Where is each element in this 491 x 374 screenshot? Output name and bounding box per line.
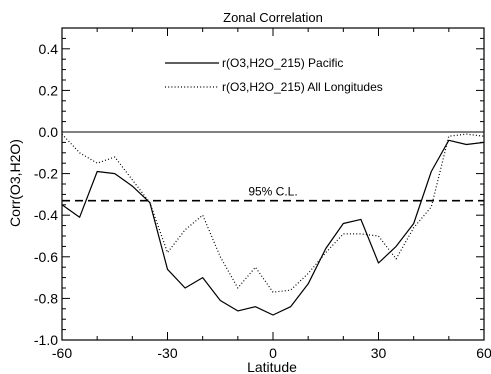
y-tick-label: -1.0 xyxy=(34,332,58,348)
y-tick-label: 0.0 xyxy=(39,124,59,140)
y-tick-label: 0.2 xyxy=(39,82,59,98)
chart-title: Zonal Correlation xyxy=(223,10,323,25)
legend-label-all-longitudes: r(O3,H2O_215) All Longitudes xyxy=(222,80,383,94)
x-tick-label: 0 xyxy=(269,345,277,361)
x-tick-label: -60 xyxy=(52,345,72,361)
y-tick-label: -0.6 xyxy=(34,249,58,265)
legend: r(O3,H2O_215) Pacific r(O3,H2O_215) All L… xyxy=(165,56,383,94)
legend-label-pacific: r(O3,H2O_215) Pacific xyxy=(222,56,343,70)
confidence-level-label: 95% C.L. xyxy=(248,185,297,199)
x-tick-label: 60 xyxy=(476,345,491,361)
y-tick-label: 0.4 xyxy=(39,41,59,57)
x-tick-label: -30 xyxy=(157,345,177,361)
y-axis-label: Corr(O3,H2O) xyxy=(7,139,23,227)
x-axis-label: Latitude xyxy=(247,359,297,374)
y-tick-label: -0.4 xyxy=(34,207,58,223)
plot-area: -60 -30 0 30 60 0.4 0.2 0.0 -0.2 -0.4 -0.6 -0.8 -1.0… xyxy=(34,27,491,361)
series-line-all-longitudes xyxy=(61,133,485,293)
y-tick-label: -0.8 xyxy=(34,290,58,306)
x-tick-label: 30 xyxy=(371,345,387,361)
series-line-pacific xyxy=(61,139,485,316)
y-tick-label: -0.2 xyxy=(34,166,58,182)
